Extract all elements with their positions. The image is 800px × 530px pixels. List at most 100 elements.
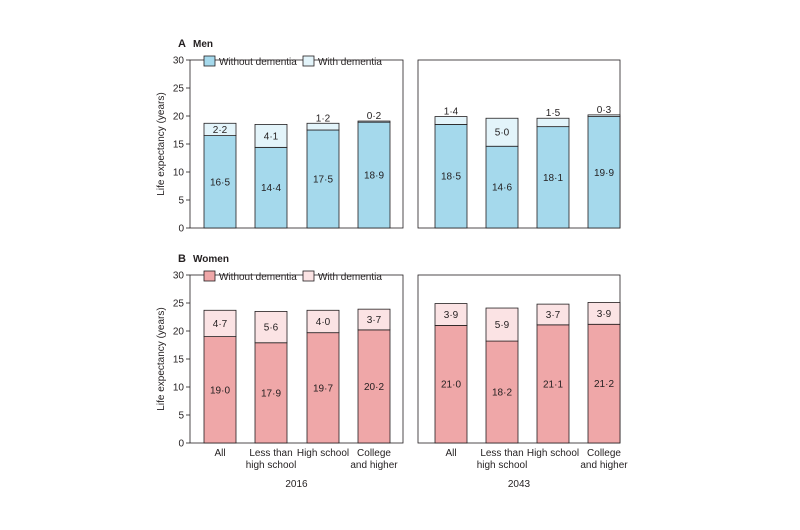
bar-without-dementia [357, 329, 391, 444]
panel-men: A Men Life expectancy (years) 0 5 10 15 20 25 30 W… [156, 38, 621, 235]
y-tick-label: 0 [178, 224, 184, 235]
bar-with-dementia [357, 308, 391, 331]
x-tick-label: high school [477, 460, 528, 471]
data-label-with-dementia: 5·0 [495, 128, 510, 139]
data-label-with-dementia: 1·2 [316, 113, 331, 124]
data-label-with-dementia: 4·0 [316, 317, 331, 328]
bar-with-dementia [536, 303, 570, 326]
data-label-with-dementia: 1·4 [444, 107, 459, 118]
x-tick-label: College [587, 448, 621, 459]
y-tick-label: 30 [173, 271, 185, 282]
data-label-with-dementia: 4·7 [213, 319, 228, 330]
data-label-with-dementia: 0·3 [597, 105, 612, 116]
y-tick-label: 20 [173, 327, 185, 338]
bar-with-dementia [203, 122, 237, 136]
panel-title: Women [193, 254, 229, 265]
x-tick-label: All [445, 448, 456, 459]
bar-with-dementia [536, 117, 570, 128]
y-axis-label: Life expectancy (years) [156, 92, 167, 195]
panel-letter: B [178, 253, 186, 265]
y-tick-label: 20 [173, 112, 185, 123]
legend-label-with-dementia: With dementia [318, 272, 382, 283]
data-label-with-dementia: 1·5 [546, 108, 561, 119]
data-label-with-dementia: 3·9 [444, 310, 459, 321]
data-label-without-dementia: 14·6 [492, 183, 512, 194]
bar-without-dementia [357, 121, 391, 229]
legend-label-without-dementia: Without dementia [219, 272, 297, 283]
data-label-without-dementia: 18·9 [364, 171, 384, 182]
data-label-without-dementia: 16·5 [210, 177, 230, 188]
legend-swatch-with-dementia [302, 270, 315, 282]
y-tick-label: 25 [173, 299, 185, 310]
data-label-without-dementia: 21·0 [441, 380, 461, 391]
panel-title: Men [193, 39, 213, 50]
bar-without-dementia [434, 324, 468, 444]
x-tick-label: high school [246, 460, 297, 471]
x-tick-label: College [357, 448, 391, 459]
bar-with-dementia [587, 302, 621, 325]
bar-without-dementia [254, 342, 288, 444]
bar-with-dementia [485, 307, 519, 342]
data-label-with-dementia: 0·2 [367, 111, 382, 122]
panel-letter: A [178, 38, 186, 50]
data-label-without-dementia: 19·0 [210, 385, 230, 396]
y-tick-label: 30 [173, 56, 185, 67]
x-tick-label: Less than [249, 448, 292, 459]
y-tick-label: 15 [173, 355, 185, 366]
x-tick-label: All [214, 448, 225, 459]
data-label-with-dementia: 3·9 [597, 309, 612, 320]
x-tick-label: High school [297, 448, 349, 459]
group-label-2043: 2043 [508, 479, 531, 490]
data-label-with-dementia: 5·9 [495, 320, 510, 331]
y-tick-label: 10 [173, 168, 185, 179]
bar-without-dementia [254, 146, 288, 229]
data-label-with-dementia: 3·7 [546, 310, 561, 321]
bar-with-dementia [203, 309, 237, 337]
data-label-with-dementia: 5·6 [264, 323, 279, 334]
bar-without-dementia [587, 116, 621, 229]
bar-with-dementia [434, 116, 468, 125]
y-tick-label: 5 [178, 411, 184, 422]
bar-with-dementia [254, 124, 288, 148]
data-label-without-dementia: 21·2 [594, 379, 614, 390]
x-tick-label: and higher [350, 460, 398, 471]
y-tick-label: 0 [178, 439, 184, 450]
x-tick-label: Less than [480, 448, 523, 459]
data-label-without-dementia: 18·2 [492, 388, 512, 399]
data-label-without-dementia: 21·1 [543, 379, 563, 390]
data-label-without-dementia: 19·7 [313, 383, 333, 394]
data-label-with-dementia: 4·1 [264, 131, 279, 142]
bar-without-dementia [434, 124, 468, 229]
data-label-without-dementia: 18·5 [441, 172, 461, 183]
panel-women: B Women Life expectancy (years) 0 5 10 15 20 25 3… [156, 253, 628, 490]
bar-with-dementia [357, 120, 391, 123]
bar-without-dementia [536, 126, 570, 229]
data-label-without-dementia: 17·9 [261, 388, 281, 399]
legend-label-with-dementia: With dementia [318, 57, 382, 68]
bar-without-dementia [485, 145, 519, 229]
legend-swatch-without-dementia [203, 55, 216, 67]
data-label-without-dementia: 14·4 [261, 183, 281, 194]
bar-without-dementia [203, 336, 237, 444]
x-tick-label: High school [527, 448, 579, 459]
legend-label-without-dementia: Without dementia [219, 57, 297, 68]
x-tick-label: and higher [580, 460, 628, 471]
data-label-without-dementia: 20·2 [364, 382, 384, 393]
bar-without-dementia [587, 323, 621, 444]
data-label-without-dementia: 17·5 [313, 175, 333, 186]
data-label-with-dementia: 2·2 [213, 125, 228, 136]
y-tick-label: 15 [173, 140, 185, 151]
y-tick-label: 10 [173, 383, 185, 394]
bar-with-dementia [587, 114, 621, 117]
bar-with-dementia [485, 117, 519, 147]
y-axis-label: Life expectancy (years) [156, 307, 167, 410]
group-label-2016: 2016 [285, 479, 308, 490]
data-label-without-dementia: 18·1 [543, 173, 563, 184]
data-label-without-dementia: 19·9 [594, 168, 614, 179]
bar-without-dementia [306, 332, 340, 444]
legend-swatch-with-dementia [302, 55, 315, 67]
y-tick-label: 25 [173, 84, 185, 95]
y-tick-label: 5 [178, 196, 184, 207]
bar-with-dementia [254, 310, 288, 344]
